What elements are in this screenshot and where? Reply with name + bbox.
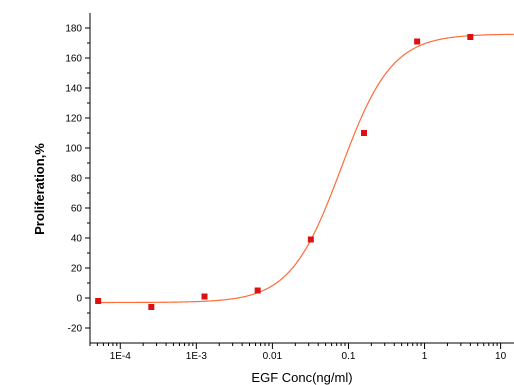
y-tick-label: 100 bbox=[65, 144, 82, 155]
y-tick-label: 140 bbox=[65, 84, 82, 95]
y-tick-label: 0 bbox=[76, 294, 82, 305]
y-tick-label: 180 bbox=[65, 24, 82, 35]
y-tick-label: 160 bbox=[65, 54, 82, 65]
x-tick-label: 1E-3 bbox=[186, 351, 208, 362]
series-layer bbox=[95, 33, 514, 310]
fit-curve bbox=[98, 33, 514, 304]
x-tick-label: 1 bbox=[422, 351, 428, 362]
data-point bbox=[201, 293, 208, 300]
data-point bbox=[95, 298, 102, 304]
y-tick-label: 80 bbox=[71, 174, 83, 185]
x-tick-label: 10 bbox=[495, 351, 507, 362]
y-axis-ticks: -20 0 20 40 60 80 100 120 140 160 180 bbox=[65, 24, 90, 335]
x-tick-label: 0.1 bbox=[342, 351, 356, 362]
y-tick-label: 60 bbox=[71, 204, 83, 215]
data-point bbox=[467, 34, 474, 40]
y-tick-label: 120 bbox=[65, 114, 82, 125]
data-point bbox=[148, 304, 155, 310]
y-tick-label: -20 bbox=[68, 324, 83, 335]
y-axis-title: Proliferation,% bbox=[32, 143, 47, 235]
x-axis-ticks: 1E-4 1E-3 0.01 0.1 1 10 bbox=[89, 343, 507, 362]
x-axis-title: EGF Conc(ng/ml) bbox=[251, 370, 352, 385]
y-tick-label: 40 bbox=[71, 234, 83, 245]
y-tick-label: 20 bbox=[71, 264, 83, 275]
data-point bbox=[254, 287, 261, 294]
data-point bbox=[360, 130, 367, 136]
data-point bbox=[307, 236, 314, 243]
axes bbox=[89, 13, 514, 344]
x-tick-label: 1E-4 bbox=[110, 351, 132, 362]
data-point bbox=[414, 38, 421, 45]
x-tick-label: 0.01 bbox=[263, 351, 283, 362]
